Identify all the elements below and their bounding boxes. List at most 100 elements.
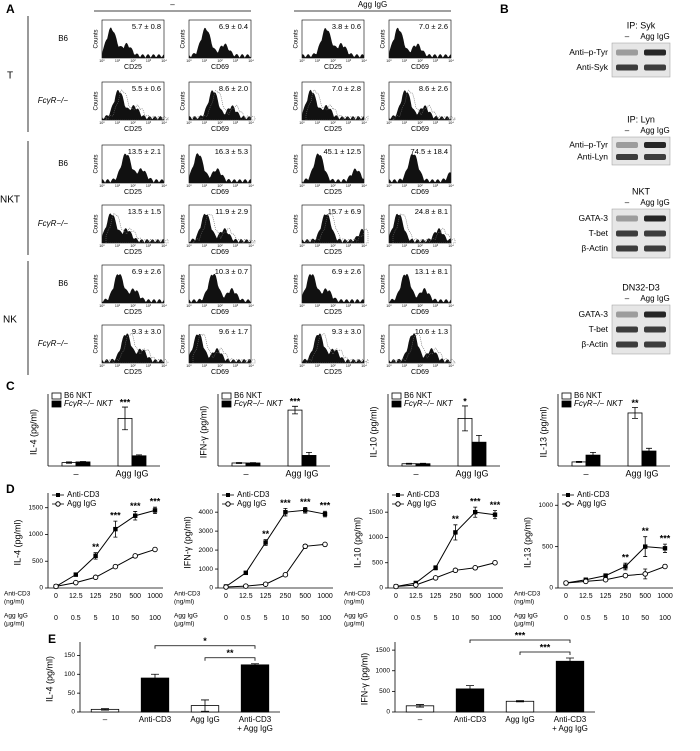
y-axis-label: Counts	[294, 274, 300, 293]
histogram	[302, 89, 364, 120]
histogram	[102, 213, 164, 243]
percentage-label: 8.6 ± 2.0	[219, 84, 248, 93]
marker-label: CD69	[211, 189, 229, 196]
axis-tick-label: 10²	[217, 121, 223, 125]
marker-label: CD25	[324, 309, 342, 316]
y-axis-label: Counts	[381, 334, 387, 353]
histogram-overlay	[192, 213, 256, 244]
blot-band	[616, 215, 638, 222]
significance-label: ***	[540, 642, 551, 652]
x-axis-label: Agg IgG	[344, 613, 368, 620]
significance-label: ***	[290, 397, 301, 407]
blot-band	[644, 215, 666, 222]
x-tick-label: 125	[90, 593, 102, 600]
blot-row-label: GATA-3	[579, 309, 609, 319]
x-axis-label: Anti-CD3	[514, 591, 541, 598]
axis-tick-label: 10²	[330, 364, 336, 368]
y-axis-label: Counts	[381, 29, 387, 48]
axis-tick-label: 10⁰	[386, 59, 392, 63]
genotype-label: FcγR−/−	[38, 339, 69, 348]
marker-label: CD69	[211, 309, 229, 316]
x-tick-label: 0	[54, 593, 58, 600]
legend-label: Agg IgG	[237, 499, 266, 508]
x-axis-label: (μg/ml)	[344, 621, 364, 628]
axis-tick-label: 10⁴	[248, 364, 254, 368]
legend-label: FcγR−/− NKT	[234, 399, 284, 408]
x-tick-label: –	[418, 715, 423, 724]
percentage-label: 15.7 ± 6.9	[328, 207, 361, 216]
blot-band	[644, 154, 666, 160]
axis-tick-label: 10¹	[402, 121, 408, 125]
bar	[627, 412, 643, 467]
y-tick-label: 1000	[369, 534, 384, 541]
histogram	[302, 214, 364, 243]
y-axis-label: IFN-γ (pg/ml)	[198, 406, 208, 459]
point	[223, 584, 229, 590]
x-axis-label: Agg IgG	[514, 613, 538, 620]
x-tick-label: 1000	[317, 593, 333, 600]
histogram	[389, 153, 451, 183]
blot-band	[644, 49, 666, 56]
axis-tick-label: 10²	[330, 121, 336, 125]
y-tick-label: 0	[39, 585, 43, 592]
point	[73, 579, 79, 586]
significance-label: ***	[300, 497, 311, 507]
marker-label: CD25	[124, 249, 142, 256]
axis-tick-label: 10⁰	[99, 244, 105, 248]
panel-letter: B	[500, 2, 509, 16]
legend-swatch	[561, 400, 572, 408]
percentage-label: 5.7 ± 0.8	[132, 22, 161, 31]
axis-tick-label: 10¹	[115, 364, 121, 368]
blot-band	[644, 142, 666, 148]
y-axis-label: Counts	[181, 214, 187, 233]
y-axis-label: Counts	[294, 214, 300, 233]
x-tick-label: Anti-CD3	[239, 715, 272, 724]
significance-bracket	[204, 657, 256, 661]
bar	[131, 455, 147, 467]
point	[432, 575, 439, 581]
x-tick-label-secondary: 0.5	[581, 615, 591, 622]
axis-tick-label: 10⁴	[161, 364, 167, 368]
axis-tick-label: 10⁰	[186, 121, 192, 125]
y-axis-label: Counts	[181, 154, 187, 173]
blot-row-label: Anti-Syk	[576, 62, 608, 72]
point	[303, 508, 308, 513]
error-bar	[201, 699, 209, 712]
x-tick-label: 250	[450, 593, 462, 600]
x-tick-label: 0	[224, 593, 228, 600]
axis-tick-label: 10¹	[202, 59, 208, 63]
x-tick-label: Agg IgG	[625, 468, 658, 478]
x-tick-label: Agg IgG	[455, 468, 488, 478]
genotype-label: B6	[58, 34, 68, 43]
y-tick-label: 1000	[376, 667, 391, 674]
axis-tick-label: 10⁴	[248, 121, 254, 125]
significance-label: ***	[320, 501, 331, 511]
axis-tick-label: 10²	[417, 59, 423, 63]
genotype-label: B6	[58, 159, 68, 168]
x-axis-label: (μg/ml)	[514, 621, 534, 628]
x-axis-label: (μg/ml)	[174, 621, 194, 628]
marker-label: CD25	[324, 189, 342, 196]
y-axis-label: Counts	[181, 91, 187, 110]
y-axis-label: Counts	[181, 274, 187, 293]
x-axis-label: (μg/ml)	[4, 621, 24, 628]
x-tick-label: Agg IgG	[285, 468, 318, 478]
y-axis-label: Counts	[381, 274, 387, 293]
x-tick-label-secondary: 0	[564, 615, 568, 622]
y-axis-label: Counts	[94, 29, 100, 48]
x-tick-label: 500	[469, 593, 481, 600]
y-tick-label: 500	[372, 559, 383, 566]
legend-marker	[565, 501, 571, 507]
blot-title: DN32-D3	[622, 282, 660, 292]
lane-label: –	[625, 126, 630, 135]
axis-tick-label: 10³	[433, 121, 439, 125]
blot-band	[644, 230, 666, 237]
x-tick-label: 500	[299, 593, 311, 600]
significance-label: **	[92, 542, 100, 552]
percentage-label: 6.9 ± 2.6	[332, 267, 361, 276]
y-axis-label: IL-4 (pg/ml)	[44, 656, 54, 702]
blot-band	[644, 245, 666, 252]
y-axis-label: IL-4 (pg/ml)	[12, 519, 22, 565]
axis-tick-label: 10⁰	[386, 364, 392, 368]
axis-tick-label: 10⁴	[448, 59, 454, 63]
